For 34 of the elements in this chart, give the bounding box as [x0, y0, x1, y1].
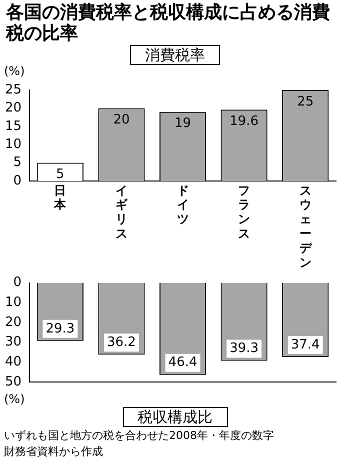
data-label: 25	[297, 94, 314, 110]
data-label: 46.4	[168, 355, 198, 370]
y-tick-label: 10	[4, 136, 22, 152]
y-tick-label: 40	[4, 354, 22, 370]
x-tick-label: ドイツ	[176, 183, 189, 226]
y-tick-label: 0	[13, 275, 22, 290]
chart-title: 各国の消費税率と税収構成に占める消費税の比率	[4, 2, 331, 44]
text: いずれも国と地方の税を合わせた2008年・年度の数字	[3, 428, 275, 443]
y-tick-label: 50	[4, 374, 22, 390]
y-tick-label: 30	[4, 334, 22, 350]
data-label: 36.2	[107, 334, 136, 350]
text: 税収構成比	[122, 407, 228, 427]
x-tick-label: スウェーデン	[299, 183, 312, 270]
chart-subtitle: 消費税率	[130, 45, 220, 65]
data-label: 5	[56, 167, 64, 182]
y-tick-label: 15	[4, 118, 22, 134]
data-label: 19	[174, 116, 192, 132]
data-label: 37.4	[290, 337, 320, 352]
y-axis-title: (%)	[4, 64, 25, 78]
y-tick-label: 25	[4, 82, 22, 98]
y-tick-label: 20	[4, 314, 22, 330]
y-tick-label: 5	[13, 155, 22, 170]
text: 財務省資料から作成	[3, 444, 104, 459]
y-tick-label: 20	[4, 100, 22, 116]
data-label: 39.3	[230, 341, 259, 356]
x-tick-label: フランス	[238, 183, 250, 241]
data-label: 19.6	[230, 114, 259, 130]
data-label: 29.3	[46, 321, 75, 336]
data-label: 20	[113, 112, 130, 128]
y-axis-title: (%)	[4, 392, 25, 406]
x-tick-label: イギリス	[115, 183, 128, 241]
y-tick-label: 0	[13, 173, 22, 188]
y-tick-label: 10	[4, 295, 22, 310]
x-tick-label: 日本	[53, 183, 68, 212]
